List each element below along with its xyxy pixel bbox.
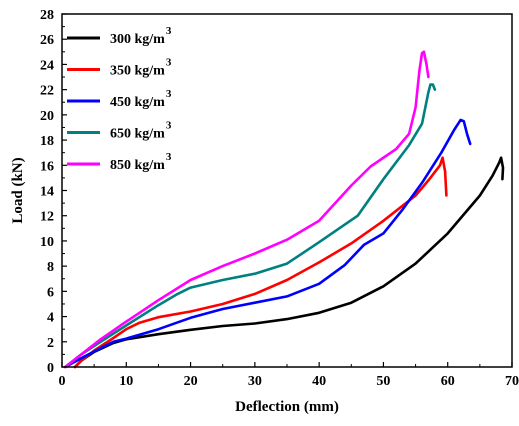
y-tick-label: 14 <box>40 185 54 200</box>
legend-label: 450 kg/m <box>110 95 165 110</box>
x-tick-label: 50 <box>376 374 390 389</box>
x-tick-label: 30 <box>248 374 262 389</box>
series-line <box>63 50 430 369</box>
x-tick-label: 20 <box>184 374 198 389</box>
y-tick-label: 28 <box>40 8 54 23</box>
y-tick-label: 22 <box>40 84 54 99</box>
y-tick-label: 26 <box>40 33 54 48</box>
y-tick-label: 12 <box>40 210 54 225</box>
y-tick-label: 16 <box>40 159 54 174</box>
legend-superscript: 3 <box>166 120 172 132</box>
y-tick-label: 24 <box>40 58 54 73</box>
x-tick-label: 0 <box>59 374 66 389</box>
legend-label: 850 kg/m <box>110 158 165 173</box>
legend-superscript: 3 <box>166 57 172 69</box>
x-tick-label: 40 <box>312 374 326 389</box>
series-layer <box>63 50 505 369</box>
y-tick-label: 8 <box>47 260 54 275</box>
y-tick-label: 2 <box>47 336 54 351</box>
legend-label: 650 kg/m <box>110 127 165 142</box>
legend-superscript: 3 <box>166 25 172 37</box>
x-tick-label: 10 <box>119 374 133 389</box>
y-tick-label: 6 <box>47 285 54 300</box>
y-axis-title: Load (kN) <box>10 157 26 223</box>
x-tick-label: 60 <box>441 374 455 389</box>
series-line <box>63 83 437 369</box>
x-axis-title: Deflection (mm) <box>235 399 339 415</box>
legend-label: 350 kg/m <box>110 64 165 79</box>
x-tick-label: 70 <box>505 374 519 389</box>
x-axis-ticks: 0 10 20 30 40 50 60 70 <box>59 362 519 389</box>
y-tick-label: 20 <box>40 109 54 124</box>
series-line <box>73 156 448 369</box>
legend-superscript: 3 <box>166 151 172 163</box>
legend-superscript: 3 <box>166 88 172 100</box>
legend-label: 300 kg/m <box>110 32 165 47</box>
series-line <box>63 118 472 369</box>
y-tick-label: 10 <box>40 235 54 250</box>
y-tick-label: 0 <box>47 361 54 376</box>
y-tick-label: 4 <box>47 311 54 326</box>
y-tick-label: 18 <box>40 134 54 149</box>
